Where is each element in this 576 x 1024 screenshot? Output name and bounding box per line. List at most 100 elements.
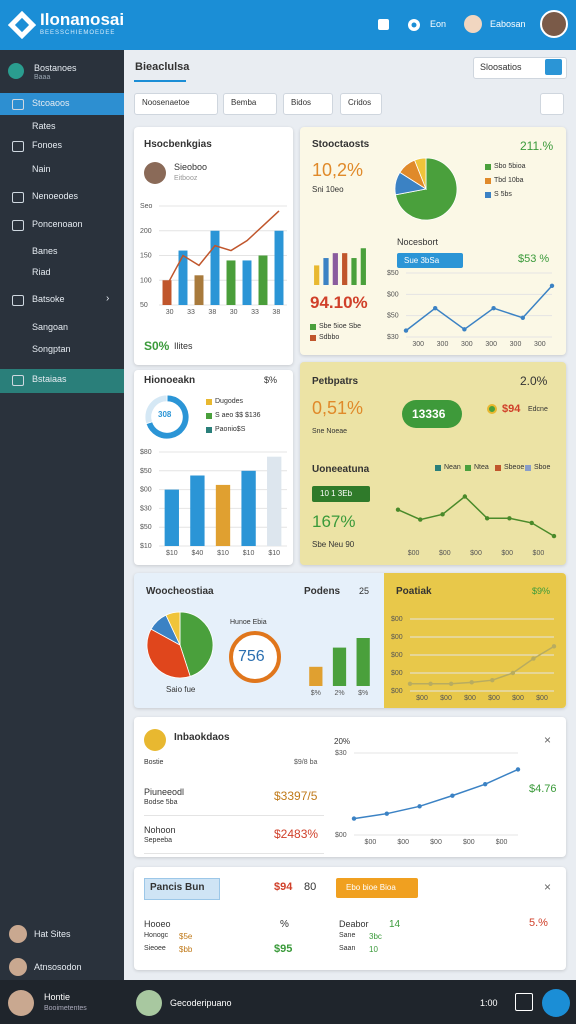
y-tick-label: $10 — [140, 543, 152, 550]
y-tick-label: $00 — [391, 616, 403, 623]
line-chart: $00 $00 $00 $00 $00 $00 $00 $00 $00 $00 $00 — [391, 616, 557, 702]
nav-item[interactable]: Riad — [32, 267, 51, 277]
bar-chart: $% 2% $% — [309, 638, 370, 697]
close[interactable]: × — [544, 733, 552, 747]
pie-label: Saio fue — [166, 685, 196, 694]
icon — [144, 729, 166, 751]
search-box[interactable] — [473, 57, 567, 79]
filter-label[interactable]: Noosenaetoe — [142, 98, 190, 107]
y-tick-label: $00 — [391, 688, 403, 695]
nav-icon — [12, 141, 24, 152]
menu-button[interactable] — [540, 93, 564, 115]
nav-item[interactable]: Bstaiaas — [32, 374, 67, 384]
nav-item[interactable]: Rates — [32, 121, 56, 131]
bar — [258, 255, 268, 305]
line — [410, 645, 555, 685]
search-button[interactable] — [545, 59, 562, 75]
nav-item[interactable]: Nain — [32, 164, 51, 174]
chart-top: 20% — [334, 737, 351, 746]
panel: Petbpatrs 2.0% 0,51% Sne Noeae 13336 $94… — [300, 362, 566, 565]
bar — [194, 275, 204, 305]
close[interactable]: × — [544, 880, 552, 894]
legend-swatch — [485, 178, 491, 184]
nav-item[interactable]: Nenoeodes — [32, 191, 79, 201]
row-value: 10 — [369, 945, 378, 954]
nav-item[interactable]: Atnsosodon — [34, 962, 82, 972]
button-label[interactable]: Sue 3bSa — [404, 256, 440, 265]
row-label: Deabor — [339, 919, 369, 929]
user-name[interactable]: Eabosan — [490, 19, 526, 29]
legend-label: S 5bs — [494, 191, 512, 198]
footer-button[interactable] — [542, 989, 570, 1017]
avatar — [136, 990, 162, 1016]
point — [351, 816, 357, 821]
slice — [414, 157, 427, 190]
filter-label[interactable]: Bemba — [231, 98, 257, 107]
x-tick-label: $00 — [512, 695, 524, 702]
row-sub: Bodse 5ba — [144, 799, 178, 806]
point — [428, 681, 433, 686]
top-icons[interactable] — [376, 16, 446, 34]
filter-label[interactable]: Bidos — [291, 98, 312, 107]
button-label[interactable]: Ebo bioe Bioa — [346, 883, 396, 892]
active-item[interactable] — [0, 93, 124, 115]
x-tick-label: $00 — [463, 839, 475, 846]
filter-chip[interactable] — [340, 93, 382, 115]
point — [433, 306, 438, 311]
nav-item[interactable]: Poncenoaon — [32, 219, 83, 229]
nav-item[interactable]: Fonoes — [32, 140, 63, 150]
button[interactable] — [336, 878, 418, 898]
filter-chip[interactable] — [134, 93, 218, 115]
nav-item[interactable]: Hat Sites — [34, 929, 71, 939]
x-tick-label: $00 — [470, 550, 482, 557]
legend-label: Nean — [444, 464, 461, 471]
row-value: $2483% — [274, 827, 319, 841]
pie-chart — [146, 611, 214, 679]
legend-label: S aeo $$ $136 — [215, 412, 261, 419]
sidebar-subheader: Baaa — [34, 74, 51, 81]
chevron[interactable]: › — [106, 293, 110, 304]
legend-swatch — [206, 399, 212, 405]
avatar — [9, 925, 27, 943]
kpi-big: 167% — [312, 512, 356, 531]
line-chart: $50 $00 $50 $30 300 300 300 300 300 300 — [387, 270, 555, 348]
tag — [312, 486, 370, 502]
slice — [179, 611, 214, 677]
legend-label: Sdbbo — [319, 334, 340, 341]
panel-right: $% — [264, 375, 278, 385]
user-sub: Eitbooz — [174, 175, 198, 182]
y-tick-label: $50 — [140, 468, 152, 475]
bar — [162, 280, 172, 305]
point — [395, 507, 401, 512]
y-tick-label: $50 — [140, 524, 152, 531]
search-text[interactable]: Sloosatios — [480, 62, 522, 72]
x-tick-label: $% — [358, 690, 368, 697]
y-tick-label: $80 — [140, 449, 152, 456]
top-link[interactable]: Eon — [430, 19, 447, 29]
nav-item[interactable]: Banes — [32, 246, 58, 256]
filter-label[interactable]: Cridos — [348, 98, 372, 107]
button[interactable] — [397, 253, 463, 268]
avatar[interactable] — [540, 10, 568, 38]
panel: Hsocbenkgias Sieoboo Eitbooz Seo 200 150 10… — [134, 127, 293, 365]
nav-item[interactable]: Songptan — [32, 344, 71, 354]
nav-item[interactable]: Batsoke — [32, 294, 65, 304]
x-tick-label: 2% — [334, 690, 344, 697]
value: $94 — [502, 403, 521, 415]
footer-icon[interactable] — [515, 993, 533, 1011]
bar — [164, 489, 179, 546]
kpi: 10,2% — [312, 160, 364, 180]
bar — [351, 258, 357, 285]
x-tick-label: $10 — [217, 550, 229, 557]
avatar — [8, 990, 34, 1016]
nav-item[interactable]: Stcoaoos — [32, 98, 70, 108]
filter-chip[interactable] — [223, 93, 277, 115]
nav-item[interactable]: Sangoan — [32, 322, 69, 332]
filter-chip[interactable] — [283, 93, 333, 115]
bar — [356, 638, 370, 686]
panel: Stooctaosts 211.% 10,2% Sni 10eo 94.10% … — [300, 127, 566, 355]
legend-swatch — [525, 465, 531, 471]
nav-icon — [12, 295, 24, 306]
legend-swatch — [485, 192, 491, 198]
active-item[interactable] — [0, 369, 124, 393]
